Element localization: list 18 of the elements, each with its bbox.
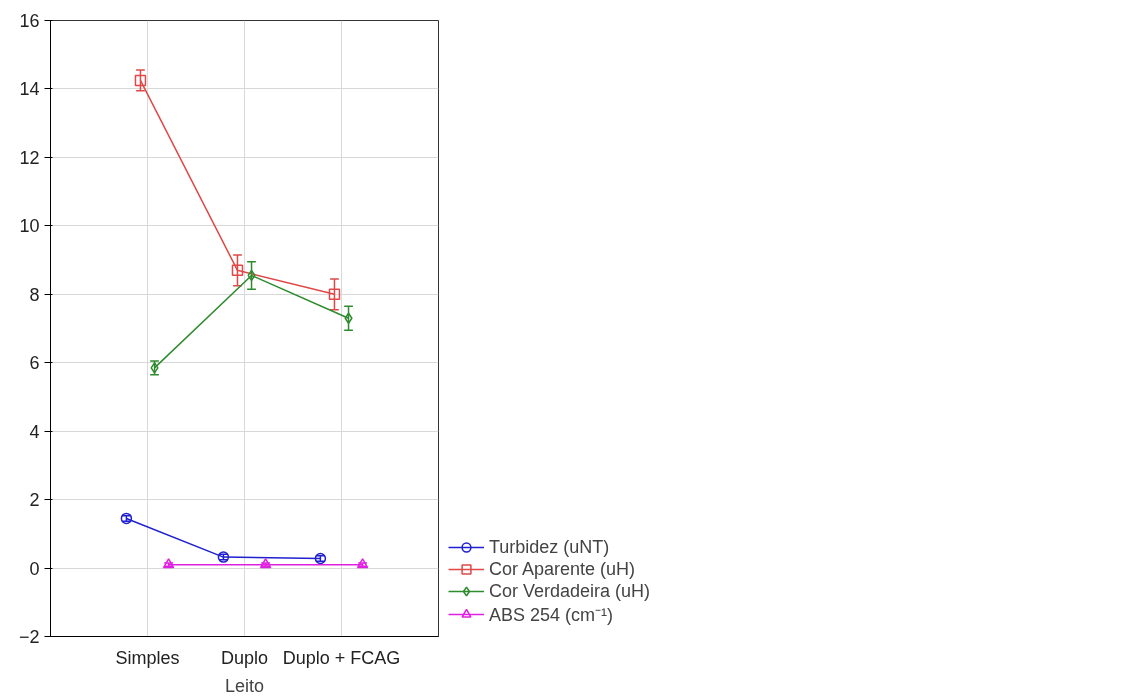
y-tick-label: 2	[29, 490, 40, 511]
y-tick-label: 10	[19, 216, 40, 237]
y-tick-label: 4	[29, 421, 40, 442]
x-tick-label: Simples	[115, 647, 180, 668]
legend-label: ABS 254 (cm⁻¹)	[489, 604, 614, 626]
y-tick-label: 6	[29, 353, 40, 374]
y-tick-label: 0	[29, 558, 40, 579]
y-tick-label: 8	[29, 284, 40, 305]
x-axis-title: Leito	[224, 675, 265, 696]
legend-label: Cor Aparente (uH)	[489, 558, 636, 580]
y-tick-label: 12	[19, 147, 40, 168]
y-tick-label: 16	[19, 11, 40, 31]
x-tick-label: Duplo	[220, 647, 269, 668]
legend-label: Cor Verdadeira (uH)	[489, 580, 651, 602]
legend-label: Turbidez (uNT)	[489, 536, 610, 558]
y-tick-label: −2	[18, 627, 40, 647]
x-tick-label: Duplo + FCAG	[282, 647, 401, 668]
y-tick-label: 14	[19, 79, 40, 100]
